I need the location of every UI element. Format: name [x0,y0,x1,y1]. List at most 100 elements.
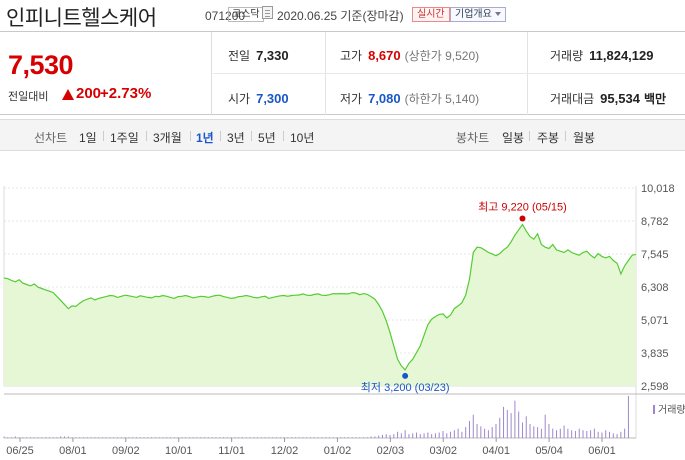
volume-bar [48,437,50,438]
x-tick-label: 06/25 [6,445,34,457]
separator [251,131,252,141]
period-1d[interactable]: 1일 [79,131,97,145]
volume-bar [590,430,592,438]
period-3y[interactable]: 3년 [227,131,245,145]
volume-bar [56,437,58,438]
low-label: 저가 [340,92,363,106]
volume-bar [22,437,24,438]
volume-bar [540,428,542,438]
current-price: 7,530 [8,50,74,80]
period-5y[interactable]: 5년 [258,131,276,145]
company-info-dropdown[interactable]: 기업개요 [450,7,506,22]
open-value: 7,300 [256,91,289,106]
volume-bar [514,400,516,438]
volume-bar [559,428,561,438]
volume-bar [219,437,221,438]
volume-bar [404,430,406,438]
x-tick-label: 02/03 [377,445,405,457]
volume-bar [135,437,137,438]
volume-bar [158,437,160,438]
volume-bar [491,427,493,438]
volume-bar [222,437,224,438]
volume-bar [518,411,520,438]
volume-bar [571,430,573,438]
volume-bar [359,437,361,438]
x-tick-label: 08/01 [59,445,87,457]
volume-bar [340,437,342,438]
volume-bar [321,437,323,438]
volume-bar [173,437,175,438]
volume-bar [192,437,194,438]
volume-bar [537,427,539,438]
volume-bar [506,410,508,438]
change-value: 200 [76,85,102,102]
volume-bar [347,437,349,438]
volume-bar [302,437,304,438]
x-tick-label: 03/02 [430,445,458,457]
high-value: 8,670 [368,48,401,63]
volume-bar [238,437,240,438]
period-1y[interactable]: 1년 [196,131,214,145]
volume-bar [472,414,474,438]
volume-bar [154,437,156,438]
volume-bar [260,437,262,438]
y-tick-label: 8,782 [641,216,669,228]
volume-bar [147,437,149,438]
volume-bar [370,436,372,438]
open-label: 시가 [228,92,251,106]
volume-bar [544,414,546,438]
volume-bar [578,428,580,438]
period-3m[interactable]: 3개월 [153,131,182,145]
line-chart-label: 선차트 [34,131,68,145]
volume-bar [427,432,429,438]
volume-bar [249,437,251,438]
amount-value: 95,534 [600,91,640,106]
volume-bar [60,436,62,438]
volume-bar [510,413,512,438]
volume-bar [495,424,497,438]
volume-bar [351,437,353,438]
volume-bar [476,424,478,438]
period-1w[interactable]: 1주일 [110,131,139,145]
volume-bar [52,437,54,438]
volume-bar [14,436,16,438]
volume-bar [393,434,395,438]
price-line [3,223,637,371]
x-tick-label: 05/04 [535,445,563,457]
period-10y[interactable]: 10년 [290,131,315,145]
volume-bar [268,437,270,438]
volume-bar [143,437,145,438]
period-toolbar: 선차트 1일 1주일 3개월 1년 3년 5년 10년 봉차트 일봉 주봉 월봉 [0,119,685,151]
price-chart[interactable]: 10,018 8,782 7,545 6,308 5,071 3,835 2,598 거래량… [0,152,685,460]
x-tick-label: 10/01 [165,445,193,457]
candle-weekly[interactable]: 주봉 [537,131,560,145]
divider [213,73,685,74]
volume-bar [355,437,357,438]
day-low: 저가 7,080 (하한가 5,140) [340,90,479,107]
volume-bar [98,437,100,438]
low-point [402,372,409,379]
volume-bar [487,430,489,438]
prev-close-label: 전일 [228,49,251,63]
prev-close-value: 7,330 [256,48,289,63]
separator [190,131,191,141]
volume-bar [33,437,35,438]
candle-monthly[interactable]: 월봉 [573,131,596,145]
up-triangle-icon [62,89,74,100]
realtime-button[interactable]: 실시간 [412,7,450,22]
y-tick-label: 3,835 [641,348,669,360]
x-tick-label: 01/02 [324,445,352,457]
price-area-fill [4,224,636,386]
y-tick-label: 7,545 [641,249,669,261]
volume-bar [253,437,255,438]
candle-daily[interactable]: 일봉 [502,131,525,145]
volume-bar [548,424,550,438]
high-label: 고가 [340,49,363,63]
high-annotation: 최고 9,220 (05/15) [478,201,567,214]
volume-bar [624,428,626,438]
volume-bar [7,437,9,438]
volume-bar [423,433,425,438]
volume-bar [412,433,414,438]
separator [220,131,221,141]
volume-bar [328,437,330,438]
